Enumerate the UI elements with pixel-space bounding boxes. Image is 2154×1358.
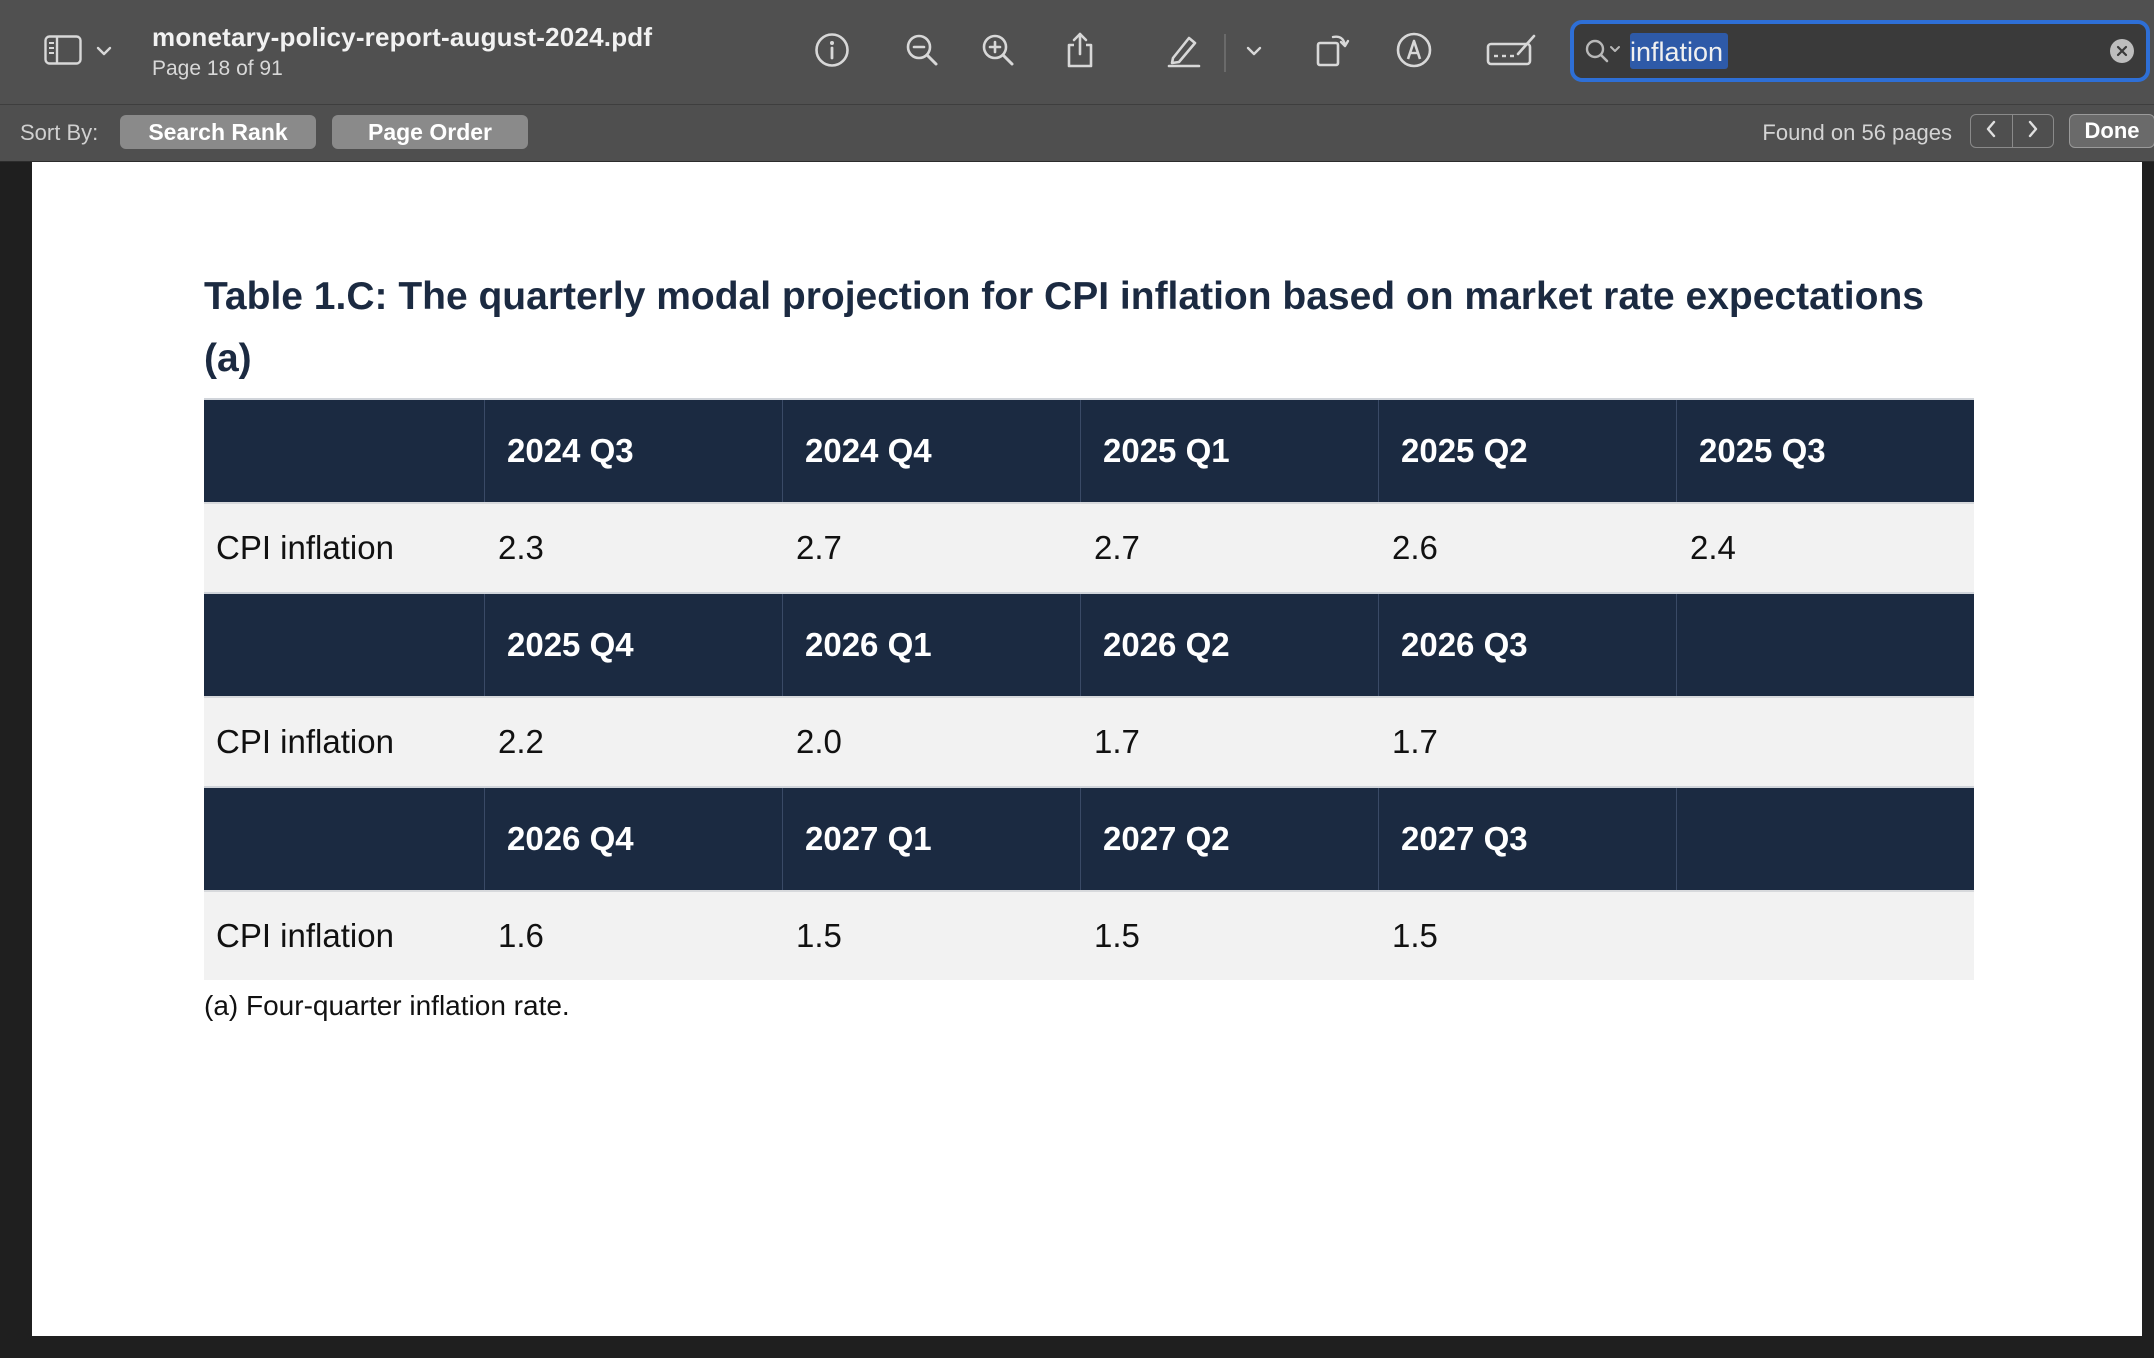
table-row: CPI inflation 1.6 1.5 1.5 1.5: [204, 890, 1974, 980]
table-cell: 2.0: [796, 723, 842, 760]
search-input[interactable]: [1630, 34, 2070, 70]
highlight-pen-icon: [1165, 32, 1203, 73]
row-label: CPI inflation: [216, 917, 394, 954]
table-cell: 2.4: [1690, 529, 1736, 566]
zoom-out-button[interactable]: [902, 32, 942, 72]
share-button[interactable]: [1060, 32, 1100, 72]
table-cell: 2.2: [498, 723, 544, 760]
pdf-page: Table 1.C: The quarterly modal projectio…: [32, 162, 2142, 1336]
sidebar-icon: [44, 34, 82, 70]
rotate-button[interactable]: [1312, 32, 1352, 72]
table-header-cell: [204, 594, 484, 696]
zoom-in-button[interactable]: [978, 32, 1018, 72]
table-header-cell: 2026 Q2: [1080, 594, 1378, 696]
search-results-count: Found on 56 pages: [1762, 120, 1952, 145]
chevron-left-icon: [1985, 119, 1997, 144]
chevron-down-icon: [1246, 43, 1262, 61]
toolbar-divider: [1224, 34, 1226, 72]
info-icon: [814, 32, 850, 73]
clear-search-button[interactable]: [2110, 39, 2134, 63]
table-header-cell: [1676, 788, 1974, 890]
table-header-row: 2025 Q4 2026 Q1 2026 Q2 2026 Q3: [204, 592, 1974, 696]
table-header-cell: 2027 Q2: [1080, 788, 1378, 890]
signature-icon: [1486, 32, 1538, 73]
table-cell: 2.7: [1094, 529, 1140, 566]
table-header-row: 2024 Q3 2024 Q4 2025 Q1 2025 Q2 2025 Q3: [204, 398, 1974, 502]
table-cell: 1.5: [796, 917, 842, 954]
highlight-button[interactable]: [1164, 32, 1204, 72]
sort-search-rank-button[interactable]: Search Rank: [120, 115, 316, 149]
projection-table: 2024 Q3 2024 Q4 2025 Q1 2025 Q2 2025 Q3 CPI i…: [204, 398, 1974, 980]
close-icon: [2116, 43, 2128, 60]
document-filename: monetary-policy-report-august-2024.pdf: [152, 22, 653, 52]
next-result-button[interactable]: [2011, 115, 2054, 147]
table-header-cell: 2026 Q4: [484, 788, 782, 890]
table-header-row: 2026 Q4 2027 Q1 2027 Q2 2027 Q3: [204, 786, 1974, 890]
sort-page-order-button[interactable]: Page Order: [332, 115, 528, 149]
table-cell: 1.7: [1392, 723, 1438, 760]
table-header-cell: [204, 400, 484, 502]
table-cell: [1676, 698, 1974, 786]
document-title-block: monetary-policy-report-august-2024.pdf P…: [152, 22, 652, 81]
table-header-cell: 2024 Q4: [782, 400, 1080, 502]
rotate-icon: [1313, 31, 1351, 74]
search-icon: [1584, 38, 1626, 71]
toolbar: monetary-policy-report-august-2024.pdf P…: [0, 0, 2154, 105]
table-header-cell: [1676, 594, 1974, 696]
result-navigation: [1970, 114, 2054, 148]
highlight-options-button[interactable]: [1234, 32, 1274, 72]
search-field[interactable]: [1570, 20, 2150, 82]
info-button[interactable]: [812, 32, 852, 72]
row-label: CPI inflation: [216, 529, 394, 566]
share-icon: [1063, 31, 1097, 74]
table-header-cell: 2025 Q1: [1080, 400, 1378, 502]
previous-result-button[interactable]: [1971, 115, 2012, 147]
table-header-cell: 2027 Q3: [1378, 788, 1676, 890]
markup-icon: [1395, 31, 1433, 74]
markup-button[interactable]: [1394, 32, 1434, 72]
table-title-text: Table 1.C: The quarterly modal projectio…: [204, 275, 1924, 318]
table-header-cell: 2025 Q4: [484, 594, 782, 696]
table-header-cell: 2026 Q1: [782, 594, 1080, 696]
table-cell: [1676, 892, 1974, 980]
table-header-cell: 2026 Q3: [1378, 594, 1676, 696]
zoom-in-icon: [980, 32, 1016, 73]
table-cell: 1.5: [1392, 917, 1438, 954]
table-header-cell: [204, 788, 484, 890]
table-cell: 1.5: [1094, 917, 1140, 954]
table-cell: 2.6: [1392, 529, 1438, 566]
table-row: CPI inflation 2.2 2.0 1.7 1.7: [204, 696, 1974, 786]
table-cell: 1.7: [1094, 723, 1140, 760]
chevron-right-icon: [2027, 119, 2039, 144]
table-header-cell: 2025 Q3: [1676, 400, 1974, 502]
page-indicator: Page 18 of 91: [152, 57, 283, 80]
table-cell: 2.7: [796, 529, 842, 566]
table-header-cell: 2027 Q1: [782, 788, 1080, 890]
zoom-out-icon: [904, 32, 940, 73]
table-cell: 2.3: [498, 529, 544, 566]
sort-by-label: Sort By:: [20, 120, 99, 145]
table-row: CPI inflation 2.3 2.7 2.7 2.6 2.4: [204, 502, 1974, 592]
chevron-down-icon: [96, 43, 112, 61]
find-results-bar: Sort By: Search Rank Page Order Found on…: [0, 105, 2154, 162]
table-cell: 1.6: [498, 917, 544, 954]
table-title: Table 1.C: The quarterly modal projectio…: [204, 266, 2004, 390]
sidebar-toggle-button[interactable]: [44, 34, 116, 70]
done-button[interactable]: Done: [2069, 114, 2154, 148]
table-footnote: (a) Four-quarter inflation rate.: [204, 990, 570, 1021]
row-label: CPI inflation: [216, 723, 394, 760]
table-header-cell: 2024 Q3: [484, 400, 782, 502]
table-title-footnote-marker: (a): [204, 337, 252, 380]
signature-button[interactable]: [1486, 32, 1538, 72]
table-header-cell: 2025 Q2: [1378, 400, 1676, 502]
